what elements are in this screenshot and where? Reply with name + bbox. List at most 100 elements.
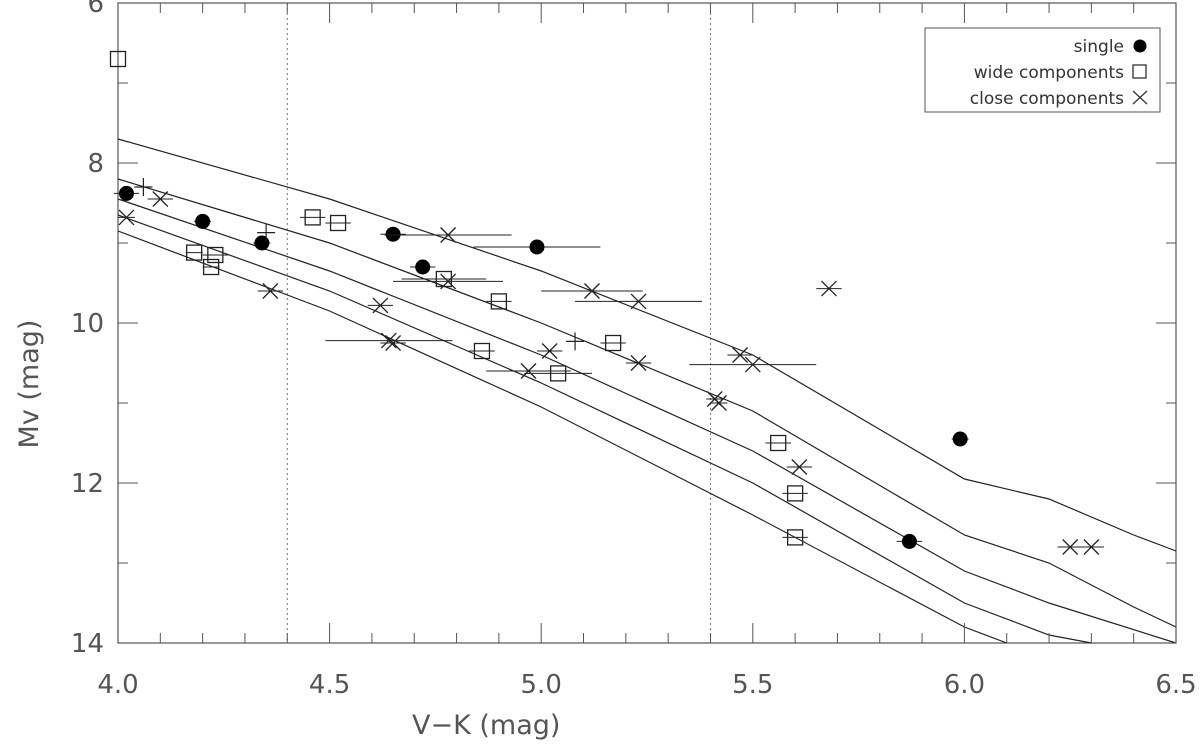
legend-label-close: close components: [970, 89, 1124, 109]
close-marker-stroke: [1083, 539, 1100, 555]
single-marker: [195, 213, 211, 229]
curve-2: [117, 198, 1177, 644]
point-wide: [299, 209, 326, 226]
point-close: [486, 363, 571, 379]
point-close: [816, 280, 842, 297]
wide-marker: [490, 293, 508, 310]
close-marker-stroke: [744, 356, 761, 373]
point-wide: [600, 334, 626, 352]
point-close: [367, 297, 394, 314]
point-close: [393, 273, 504, 290]
single-marker: [901, 533, 917, 549]
point-close: [1078, 539, 1105, 555]
close-marker-stroke: [440, 227, 457, 243]
wide-marker: [549, 365, 567, 382]
point-wide: [782, 485, 808, 502]
point-close: [625, 355, 652, 371]
y-tick-label: 6: [87, 0, 104, 19]
legend-marker-single: [1133, 39, 1147, 53]
legend-marker-wide: [1132, 64, 1147, 79]
point-wide: [486, 293, 512, 310]
point-wide: [524, 365, 592, 382]
x-tick-label: 5.0: [521, 670, 562, 700]
curve-0: [117, 138, 1177, 552]
close-marker-stroke: [584, 283, 600, 299]
close-marker-stroke: [385, 335, 402, 351]
legend-label-single: single: [1074, 37, 1124, 57]
point-single: [194, 213, 212, 229]
point-wide: [469, 342, 495, 360]
wide-marker: [473, 342, 491, 360]
curve-4: [117, 230, 1007, 644]
point-close: [710, 395, 728, 411]
point-close: [380, 335, 406, 351]
single-marker: [415, 259, 431, 275]
point-close: [147, 191, 174, 207]
close-marker-stroke: [262, 283, 279, 299]
x-tick-label: 6.0: [944, 670, 985, 700]
close-marker-stroke: [821, 280, 837, 297]
close-marker-stroke: [380, 332, 397, 349]
wide-marker: [202, 258, 220, 276]
wide-marker: [786, 529, 804, 546]
wide-marker: [329, 214, 347, 232]
wide-marker: [770, 434, 787, 452]
point-close: [541, 283, 643, 299]
point-single: [380, 226, 406, 242]
close-marker-stroke: [732, 347, 749, 363]
y-tick-label: 8: [87, 149, 104, 179]
single-marker: [118, 185, 134, 201]
wide-marker: [207, 246, 224, 264]
y-axis-title: Mv (mag): [14, 320, 45, 449]
y-tick-label: 14: [71, 629, 104, 659]
point-single: [473, 239, 601, 255]
point-single: [951, 431, 969, 447]
x-tick-label: 4.5: [309, 670, 350, 700]
close-marker-stroke: [541, 343, 558, 359]
data-points: [109, 50, 1105, 555]
x-tick-label: 4.0: [97, 670, 138, 700]
wide-marker: [786, 485, 804, 502]
close-marker-stroke: [520, 363, 537, 379]
single-marker: [254, 235, 270, 251]
single-marker: [529, 239, 545, 255]
close-marker-stroke: [118, 209, 135, 226]
point-close: [325, 332, 453, 349]
wide-marker: [304, 209, 321, 226]
point-close: [257, 283, 284, 299]
curve-1: [117, 178, 1177, 628]
close-marker-stroke: [791, 459, 808, 475]
point-wide: [109, 50, 127, 68]
point-wide: [782, 529, 808, 546]
close-marker-stroke: [630, 293, 647, 310]
point-single: [113, 185, 140, 201]
point-wide: [325, 214, 351, 232]
axis-ticks: 4.0 4.5 5.0 5.5 6.0 6.5 6 8 10 12 14: [71, 0, 1197, 700]
single-marker: [385, 226, 401, 242]
wide-marker: [186, 244, 203, 261]
point-close: [689, 356, 817, 373]
close-marker-stroke: [372, 297, 389, 314]
x-axis-title: V−K (mag): [412, 710, 560, 741]
point-plus: [257, 223, 276, 242]
point-wide: [202, 246, 229, 264]
point-close: [786, 459, 813, 475]
sequence-curves: [117, 138, 1177, 644]
legend-marker-close: [1132, 90, 1148, 105]
curve-3: [117, 214, 1092, 644]
point-plus: [566, 332, 585, 351]
y-tick-label: 10: [71, 309, 104, 339]
point-single: [410, 259, 436, 275]
point-close: [384, 227, 512, 243]
x-tick-label: 6.5: [1155, 670, 1196, 700]
legend-label-wide: wide components: [974, 63, 1124, 83]
close-marker-stroke: [152, 191, 169, 207]
close-marker-stroke: [630, 355, 647, 371]
point-wide: [401, 270, 487, 288]
legend: single wide components close components: [924, 27, 1161, 113]
vertical-reference-lines: [286, 3, 711, 643]
close-marker-stroke: [440, 273, 457, 290]
point-wide: [202, 258, 220, 276]
close-marker-stroke: [710, 395, 727, 411]
wide-marker: [604, 334, 622, 352]
